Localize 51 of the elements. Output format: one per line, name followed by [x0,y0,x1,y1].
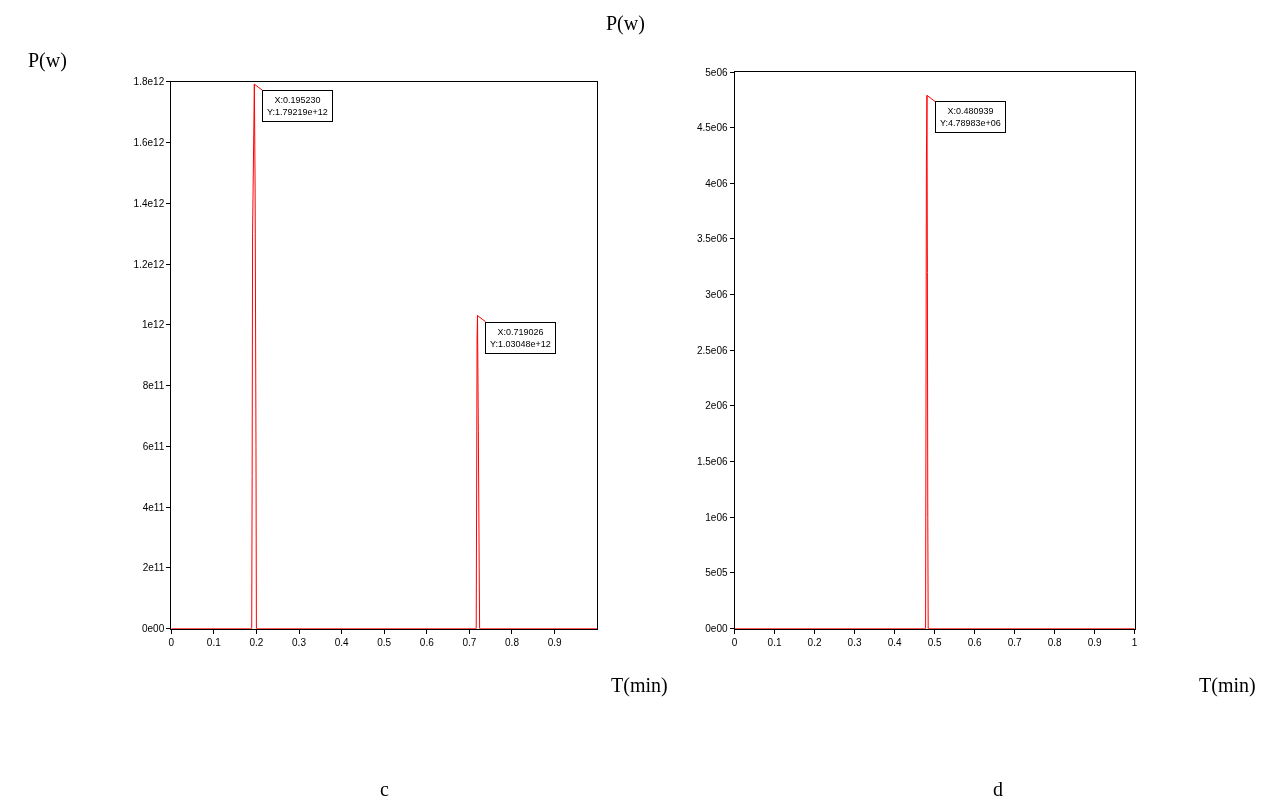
x-tick-label: 0 [168,636,175,648]
x-axis-title: T(min) [611,674,668,697]
x-tick-label: 1 [1131,636,1138,648]
x-tick-label: 0.6 [419,636,435,648]
annotation: X:0.480939 Y:4.78983e+06 [940,106,1001,128]
annotation: X:0.719026 Y:1.03048e+12 [490,327,551,349]
y-tick-label: 2.5e06 [696,344,728,356]
x-tick-label: 0.7 [462,636,477,648]
y-tick-label: 6e11 [142,440,165,452]
x-tick-label: 0.8 [505,636,520,648]
y-tick-label: 5e05 [705,567,728,579]
x-tick-label: 0.2 [249,636,264,648]
x-tick-label: 0.1 [767,636,782,648]
text: d [993,778,1003,800]
y-tick-label: 4e11 [142,501,165,513]
y-tick-label: 4.5e06 [696,122,728,134]
y-tick-label: 1e06 [705,511,728,523]
y-tick-label: 1.4e12 [133,197,165,209]
x-tick-label: 0.1 [206,636,222,648]
y-tick-label: 5e06 [705,66,728,78]
y-axis-title: P(w) [606,12,645,35]
x-tick-label: 0.2 [807,636,822,648]
x-tick-label: 0.5 [927,636,942,648]
y-tick-label: 1.6e12 [133,137,165,149]
y-axis-title: P(w) [28,49,67,72]
y-tick-label: 1.5e06 [696,456,728,468]
annotation: X:0.195230 Y:1.79219e+12 [267,95,328,117]
y-tick-label: 4e06 [705,177,728,189]
x-axis-title: T(min) [1199,674,1256,697]
y-tick-label: 8e11 [142,380,165,392]
y-tick-label: 3e06 [705,289,728,301]
y-tick-label: 2e11 [142,562,165,574]
y-tick-label: 1.2e12 [133,258,165,270]
y-tick-label: 0e00 [705,623,728,635]
x-tick-label: 0 [731,636,738,648]
y-tick-label: 2e06 [705,400,728,412]
x-tick-label: 0.9 [547,636,562,648]
x-tick-label: 0.9 [1087,636,1103,648]
text: c [380,778,389,800]
x-tick-label: 0.3 [847,636,862,648]
y-tick-label: 1e12 [141,319,165,331]
y-tick-label: 1.8e12 [133,76,165,88]
x-tick-label: 0.4 [887,636,902,648]
x-tick-label: 0.6 [967,636,982,648]
x-tick-label: 0.5 [377,636,392,648]
y-tick-label: 0e00 [141,623,165,635]
x-tick-label: 0.4 [334,636,349,648]
x-tick-label: 0.7 [1007,636,1023,648]
x-tick-label: 0.8 [1047,636,1063,648]
x-tick-label: 0.3 [292,636,307,648]
y-tick-label: 3.5e06 [696,233,728,245]
